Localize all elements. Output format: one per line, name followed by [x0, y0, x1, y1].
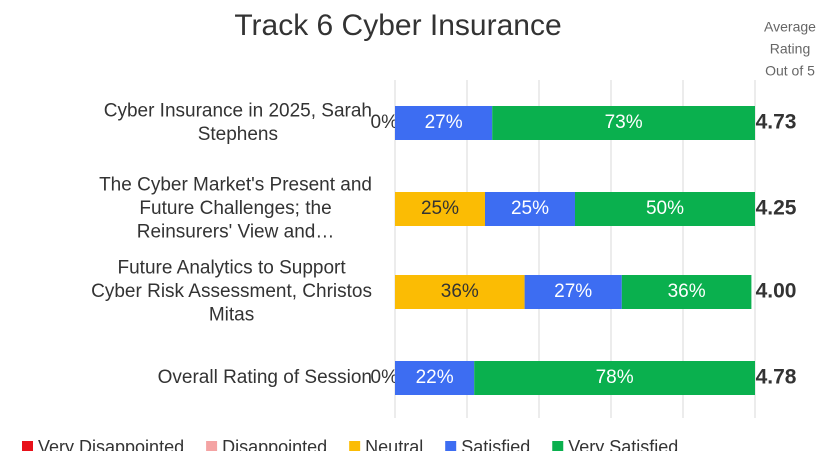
legend-swatch: [349, 441, 361, 451]
data-label: 27%: [425, 112, 463, 133]
bar-segment: [395, 275, 525, 309]
bar-segment: [395, 192, 485, 226]
category-label: Stephens: [198, 124, 278, 145]
average-value: 4.78: [756, 366, 797, 389]
category-label: Cyber Insurance in 2025, Sarah: [104, 100, 372, 121]
legend-label: Neutral: [365, 437, 423, 451]
legend-label: Very Satisfied: [568, 437, 678, 451]
category-label: Mitas: [209, 305, 254, 326]
legend-label: Very Disappointed: [38, 437, 184, 451]
average-value: 4.25: [756, 197, 797, 220]
data-label: 0%: [371, 112, 399, 133]
category-label: The Cyber Market's Present and: [99, 175, 372, 196]
data-label: 36%: [441, 281, 479, 302]
category-label: Future Challenges; the: [139, 198, 331, 219]
legend-swatch: [552, 441, 564, 451]
legend-label: Satisfied: [461, 437, 530, 451]
average-header: Rating: [770, 41, 810, 57]
category-label: Cyber Risk Assessment, Christos: [91, 281, 372, 302]
bar-segment: [474, 361, 755, 395]
bar-segment: [524, 275, 622, 309]
legend-label: Disappointed: [222, 437, 327, 451]
bar-segment: [492, 106, 755, 140]
data-label: 0%: [371, 367, 399, 388]
bar-segment: [395, 106, 493, 140]
data-label: 25%: [421, 198, 459, 219]
average-value: 4.73: [756, 111, 797, 134]
bar-segment: [621, 275, 752, 309]
data-label: 50%: [646, 198, 684, 219]
bar-segment: [395, 361, 475, 395]
bar-segment: [575, 192, 755, 226]
bar-segment: [485, 192, 575, 226]
data-label: 22%: [416, 367, 454, 388]
data-label: 36%: [668, 281, 706, 302]
data-label: 27%: [554, 281, 592, 302]
average-header: Out of 5: [765, 63, 815, 79]
legend-swatch: [22, 441, 33, 451]
data-label: 25%: [511, 198, 549, 219]
chart-title: Track 6 Cyber Insurance: [234, 9, 561, 42]
average-value: 4.00: [756, 280, 797, 303]
category-label: Future Analytics to Support: [118, 258, 347, 279]
data-label: 78%: [596, 367, 634, 388]
category-label: Reinsurers' View and…: [137, 222, 335, 243]
category-label: Overall Rating of Session: [158, 367, 372, 388]
legend-swatch: [445, 441, 457, 451]
average-header: Average: [764, 19, 816, 35]
data-label: 73%: [605, 112, 643, 133]
legend-swatch: [206, 441, 218, 451]
